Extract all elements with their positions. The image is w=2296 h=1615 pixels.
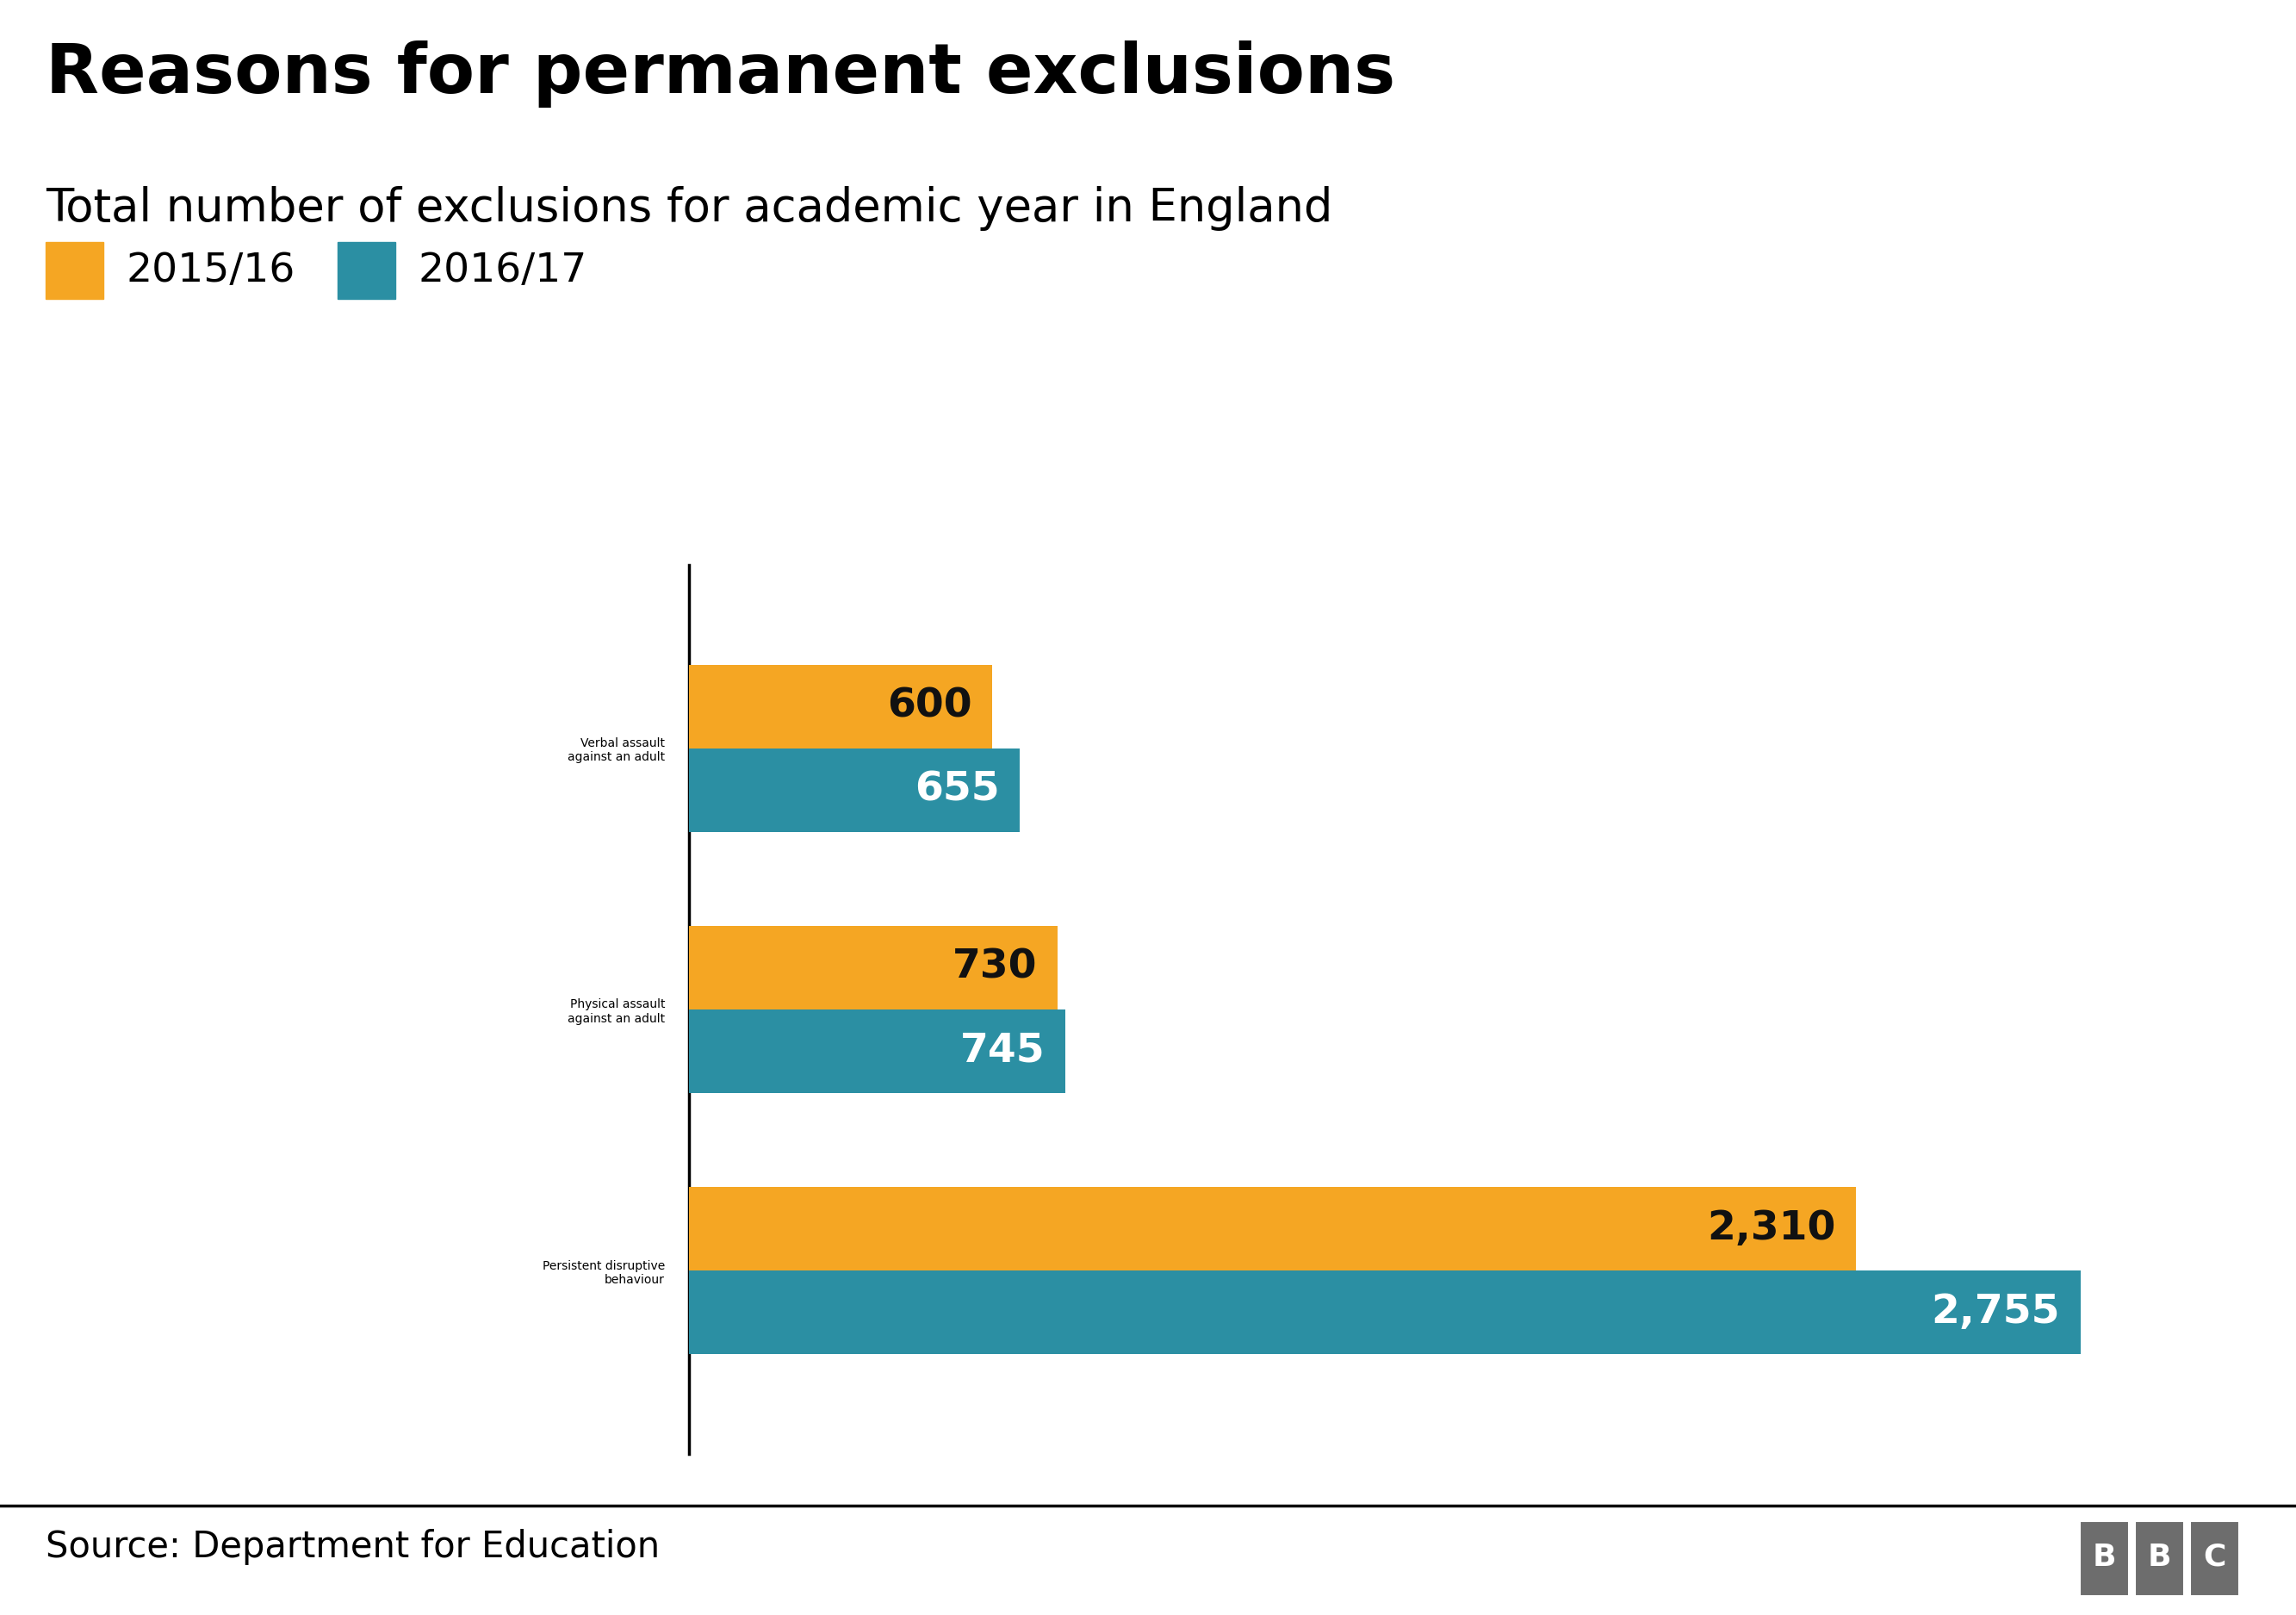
Text: 2015/16: 2015/16 [126, 252, 296, 291]
FancyBboxPatch shape [2190, 1521, 2239, 1596]
Text: B: B [2147, 1542, 2172, 1571]
FancyBboxPatch shape [2135, 1521, 2183, 1596]
Bar [689, 1271, 2080, 1355]
Text: C: C [2204, 1542, 2225, 1571]
FancyBboxPatch shape [2080, 1521, 2128, 1596]
Text: 745: 745 [960, 1032, 1045, 1071]
Text: B: B [2092, 1542, 2117, 1571]
Text: 2,310: 2,310 [1706, 1210, 1835, 1248]
Text: Source: Department for Education: Source: Department for Education [46, 1529, 659, 1565]
Text: 2,755: 2,755 [1931, 1294, 2060, 1332]
Text: 600: 600 [886, 686, 971, 725]
Text: 2016/17: 2016/17 [418, 252, 588, 291]
Bar [689, 748, 1019, 832]
Bar [689, 925, 1058, 1009]
Text: 655: 655 [914, 770, 999, 809]
Bar [689, 664, 992, 748]
Bar [689, 1187, 1855, 1271]
Bar [689, 1009, 1065, 1093]
Text: Total number of exclusions for academic year in England: Total number of exclusions for academic … [46, 186, 1334, 231]
Text: 730: 730 [953, 948, 1038, 987]
Text: Reasons for permanent exclusions: Reasons for permanent exclusions [46, 40, 1396, 108]
